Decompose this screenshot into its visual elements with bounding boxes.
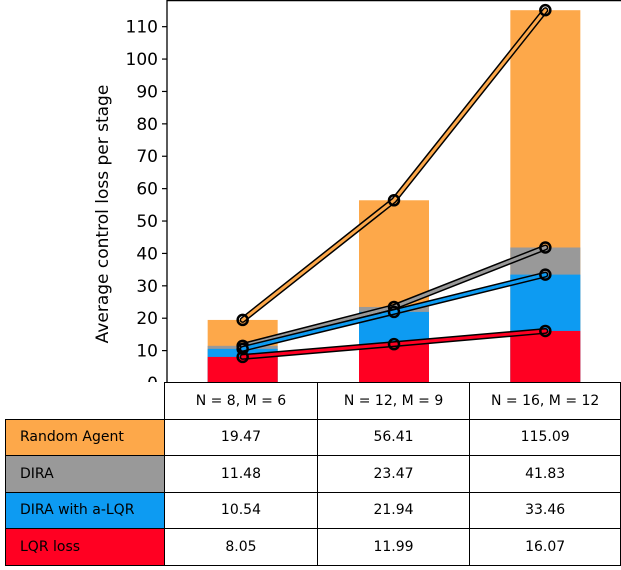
table-cell: 41.83 bbox=[469, 455, 621, 493]
y-tick-label: 110 bbox=[126, 18, 158, 38]
bar-3-1 bbox=[359, 344, 429, 382]
series-line-3 bbox=[241, 329, 547, 359]
table-cell: 21.94 bbox=[316, 491, 471, 529]
y-tick-label: 30 bbox=[136, 277, 158, 297]
row-label-dira-a-lqr: DIRA with a-LQR bbox=[4, 491, 166, 529]
y-tick-label: 100 bbox=[126, 50, 158, 70]
data-point bbox=[387, 305, 401, 319]
y-tick-label: 60 bbox=[136, 180, 158, 200]
data-table: N = 8, M = 6 N = 12, M = 9 N = 16, M = 1… bbox=[4, 382, 621, 566]
y-tick-label: 50 bbox=[136, 212, 158, 232]
table-row: LQR loss 8.05 11.99 16.07 bbox=[4, 528, 621, 566]
bar-3-2 bbox=[510, 330, 581, 382]
data-point bbox=[236, 350, 249, 364]
data-point bbox=[539, 3, 552, 17]
row-label-lqr-loss: LQR loss bbox=[4, 528, 166, 566]
table-col-header: N = 12, M = 9 bbox=[316, 382, 471, 420]
table-cell: 23.47 bbox=[316, 455, 471, 493]
y-axis-label: Average control loss per stage bbox=[93, 85, 113, 344]
y-tick-label: 80 bbox=[136, 115, 158, 135]
table-cell: 56.41 bbox=[316, 418, 471, 456]
y-tick-label: 0 bbox=[147, 374, 158, 382]
data-point bbox=[539, 268, 552, 281]
table-header-row: N = 8, M = 6 N = 12, M = 9 N = 16, M = 1… bbox=[6, 382, 621, 420]
table-cell: 19.47 bbox=[164, 418, 318, 456]
y-tick-label: 20 bbox=[136, 309, 158, 329]
table-row: DIRA with a-LQR 10.54 21.94 33.46 bbox=[4, 491, 621, 529]
table-cell: 11.99 bbox=[316, 528, 471, 566]
table-cell: 115.09 bbox=[469, 418, 621, 456]
table-cell: 8.05 bbox=[164, 528, 318, 566]
y-tick-label: 10 bbox=[136, 342, 158, 362]
table-cell: 10.54 bbox=[164, 491, 318, 529]
series-line-2 bbox=[241, 273, 547, 351]
row-label-dira: DIRA bbox=[4, 455, 166, 493]
table-col-header: N = 8, M = 6 bbox=[164, 382, 318, 420]
data-point bbox=[236, 342, 249, 356]
table-row: Random Agent 19.47 56.41 115.09 bbox=[4, 418, 621, 456]
series-line-0 bbox=[241, 8, 547, 322]
data-point bbox=[387, 194, 401, 207]
table-cell: 11.48 bbox=[164, 455, 318, 493]
table-corner bbox=[6, 383, 165, 420]
data-point bbox=[387, 337, 401, 351]
data-point bbox=[236, 313, 249, 327]
data-point bbox=[539, 324, 552, 338]
table-cell: 33.46 bbox=[469, 491, 621, 529]
data-point bbox=[539, 241, 552, 254]
table-cell: 16.07 bbox=[469, 528, 621, 566]
stacked-bar-chart: 0 10 20 30 40 50 60 70 80 90 100 110 Average contro… bbox=[93, 0, 621, 382]
row-label-random-agent: Random Agent bbox=[4, 418, 166, 456]
y-tick-label: 90 bbox=[136, 82, 158, 102]
table-row: DIRA 11.48 23.47 41.83 bbox=[4, 455, 621, 493]
y-tick-label: 70 bbox=[136, 147, 158, 167]
y-tick-label: 40 bbox=[136, 244, 158, 264]
table-col-header: N = 16, M = 12 bbox=[469, 382, 621, 420]
